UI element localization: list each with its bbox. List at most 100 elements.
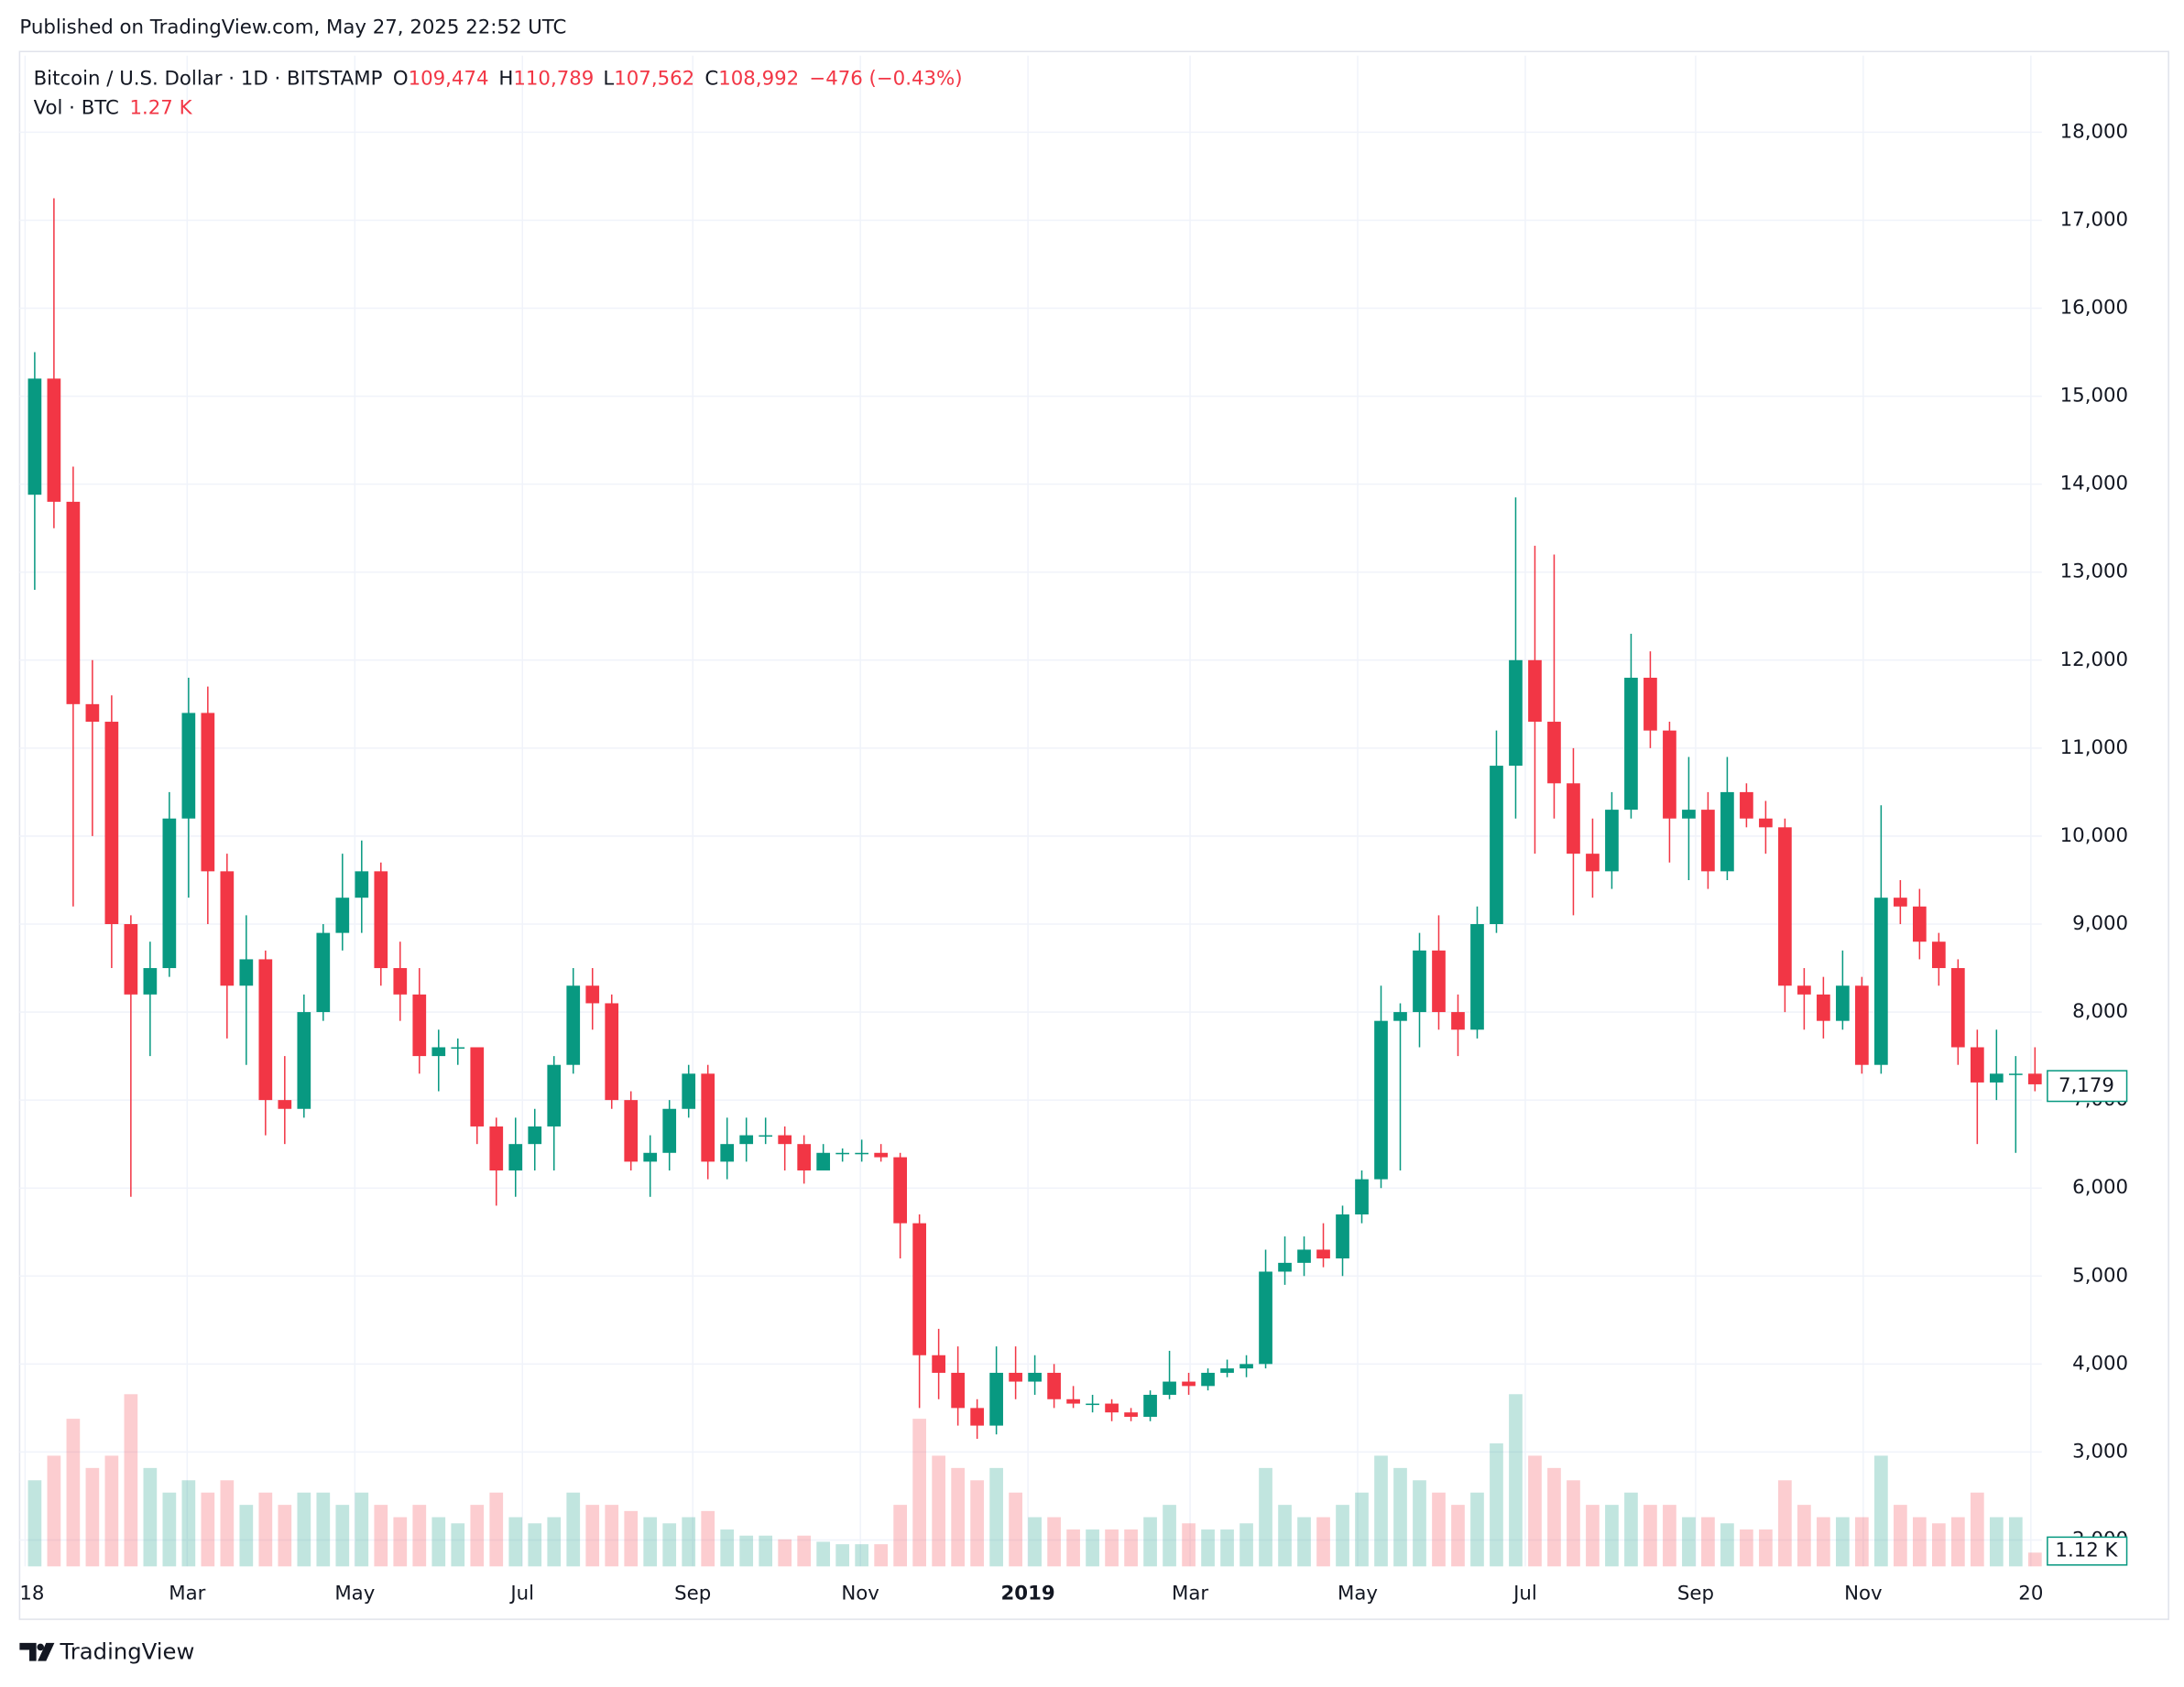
candle-body — [874, 1152, 888, 1158]
volume-bar — [335, 1505, 350, 1567]
volume-bar — [643, 1517, 658, 1567]
candle-body — [970, 1408, 984, 1426]
volume-bar — [220, 1480, 235, 1567]
volume-bar — [1432, 1492, 1446, 1567]
candle-body — [143, 968, 158, 995]
chart-frame — [18, 50, 2169, 1620]
candle-body — [951, 1372, 965, 1409]
candle-body — [643, 1152, 658, 1162]
volume-bar — [1586, 1505, 1600, 1567]
volume-bar — [874, 1544, 888, 1567]
candle-body — [104, 722, 119, 925]
candle-body — [162, 818, 177, 969]
candle-body — [355, 871, 369, 898]
volume-bar — [701, 1510, 715, 1567]
candle-body — [1163, 1381, 1176, 1395]
volume-bar — [2008, 1517, 2023, 1567]
volume-bar — [1066, 1529, 1080, 1567]
candle-body — [1720, 791, 1734, 872]
volume-bar — [1201, 1529, 1215, 1567]
candle-body — [374, 871, 388, 969]
volume-bar — [431, 1517, 446, 1567]
candle-body — [1989, 1073, 2004, 1083]
candle-body — [181, 713, 196, 819]
volume-bar — [1182, 1523, 1196, 1567]
candle-body — [1297, 1249, 1311, 1263]
candle-body — [1201, 1372, 1215, 1387]
volume-bar — [1413, 1480, 1426, 1567]
y-tick-label: 4,000 — [2072, 1352, 2128, 1375]
candle-body — [1894, 898, 1907, 907]
volume-bar — [1278, 1505, 1292, 1567]
candle-body — [1797, 985, 1811, 995]
low-value: 107,562 — [614, 68, 694, 91]
volume-bar — [1124, 1529, 1138, 1567]
volume-bar — [1374, 1455, 1388, 1567]
y-tick-label: 17,000 — [2060, 208, 2128, 231]
volume-bar — [47, 1455, 61, 1567]
volume-bar — [1355, 1492, 1369, 1567]
volume-bar — [1663, 1505, 1676, 1567]
candle-body — [508, 1144, 523, 1170]
volume-bar — [951, 1467, 965, 1567]
volume-bar — [1605, 1505, 1619, 1567]
volume-bar — [739, 1535, 754, 1567]
candle-body — [66, 501, 81, 704]
volume-legend: Vol · BTC 1.27 K — [34, 97, 193, 120]
candle-body — [1528, 659, 1542, 723]
volume-label: Vol · BTC — [34, 97, 119, 120]
y-tick-label: 12,000 — [2060, 648, 2128, 671]
volume-bar — [759, 1535, 773, 1567]
volume-bar — [1336, 1505, 1349, 1567]
volume-bar — [508, 1517, 523, 1567]
volume-bar — [624, 1510, 639, 1567]
volume-bar — [682, 1517, 696, 1567]
volume-bar — [1682, 1517, 1696, 1567]
candle-body — [528, 1126, 542, 1145]
volume-bar — [451, 1523, 465, 1567]
candle-body — [1913, 906, 1927, 942]
candle-body — [297, 1012, 311, 1109]
volume-bar — [1470, 1492, 1484, 1567]
last-volume-box — [2047, 1536, 2128, 1566]
candle-body — [682, 1073, 696, 1109]
volume-bar — [181, 1480, 196, 1567]
candle-body — [1239, 1364, 1253, 1369]
candles — [27, 198, 2042, 1567]
candle-body — [1105, 1403, 1119, 1413]
volume-bar — [1490, 1443, 1503, 1567]
volume-bar — [1509, 1394, 1523, 1567]
volume-bar — [1836, 1517, 1850, 1567]
candle-body — [1817, 994, 1830, 1021]
candle-body — [1124, 1412, 1138, 1417]
candle-body — [1950, 968, 1965, 1048]
volume-bar — [1913, 1517, 1927, 1567]
y-tick-label: 9,000 — [2072, 912, 2128, 935]
volume-bar — [355, 1492, 369, 1567]
candle-body — [258, 959, 273, 1101]
candle-body — [220, 871, 235, 986]
candle-body — [547, 1064, 562, 1126]
volume-bar — [27, 1480, 42, 1567]
volume-bar — [816, 1541, 831, 1567]
volume-bar — [605, 1505, 619, 1567]
x-tick-label: Nov — [841, 1583, 879, 1605]
x-tick-label: Sep — [1677, 1583, 1714, 1605]
candle-body — [201, 713, 215, 872]
candle-body — [1355, 1179, 1369, 1215]
volume-bar — [932, 1455, 945, 1567]
volume-bar — [1932, 1523, 1946, 1567]
x-tick-label: 18 — [19, 1583, 44, 1605]
volume-bar — [797, 1535, 812, 1567]
volume-bar — [835, 1544, 850, 1567]
candle-body — [2027, 1073, 2042, 1084]
published-note: Published on TradingView.com, May 27, 20… — [19, 16, 566, 38]
volume-bar — [1316, 1517, 1330, 1567]
x-tick-label: May — [334, 1583, 375, 1605]
volume-bar — [1451, 1505, 1465, 1567]
candle-body — [451, 1047, 465, 1050]
candle-body — [662, 1108, 677, 1153]
candle-body — [1009, 1372, 1022, 1382]
volume-bar — [316, 1492, 331, 1567]
